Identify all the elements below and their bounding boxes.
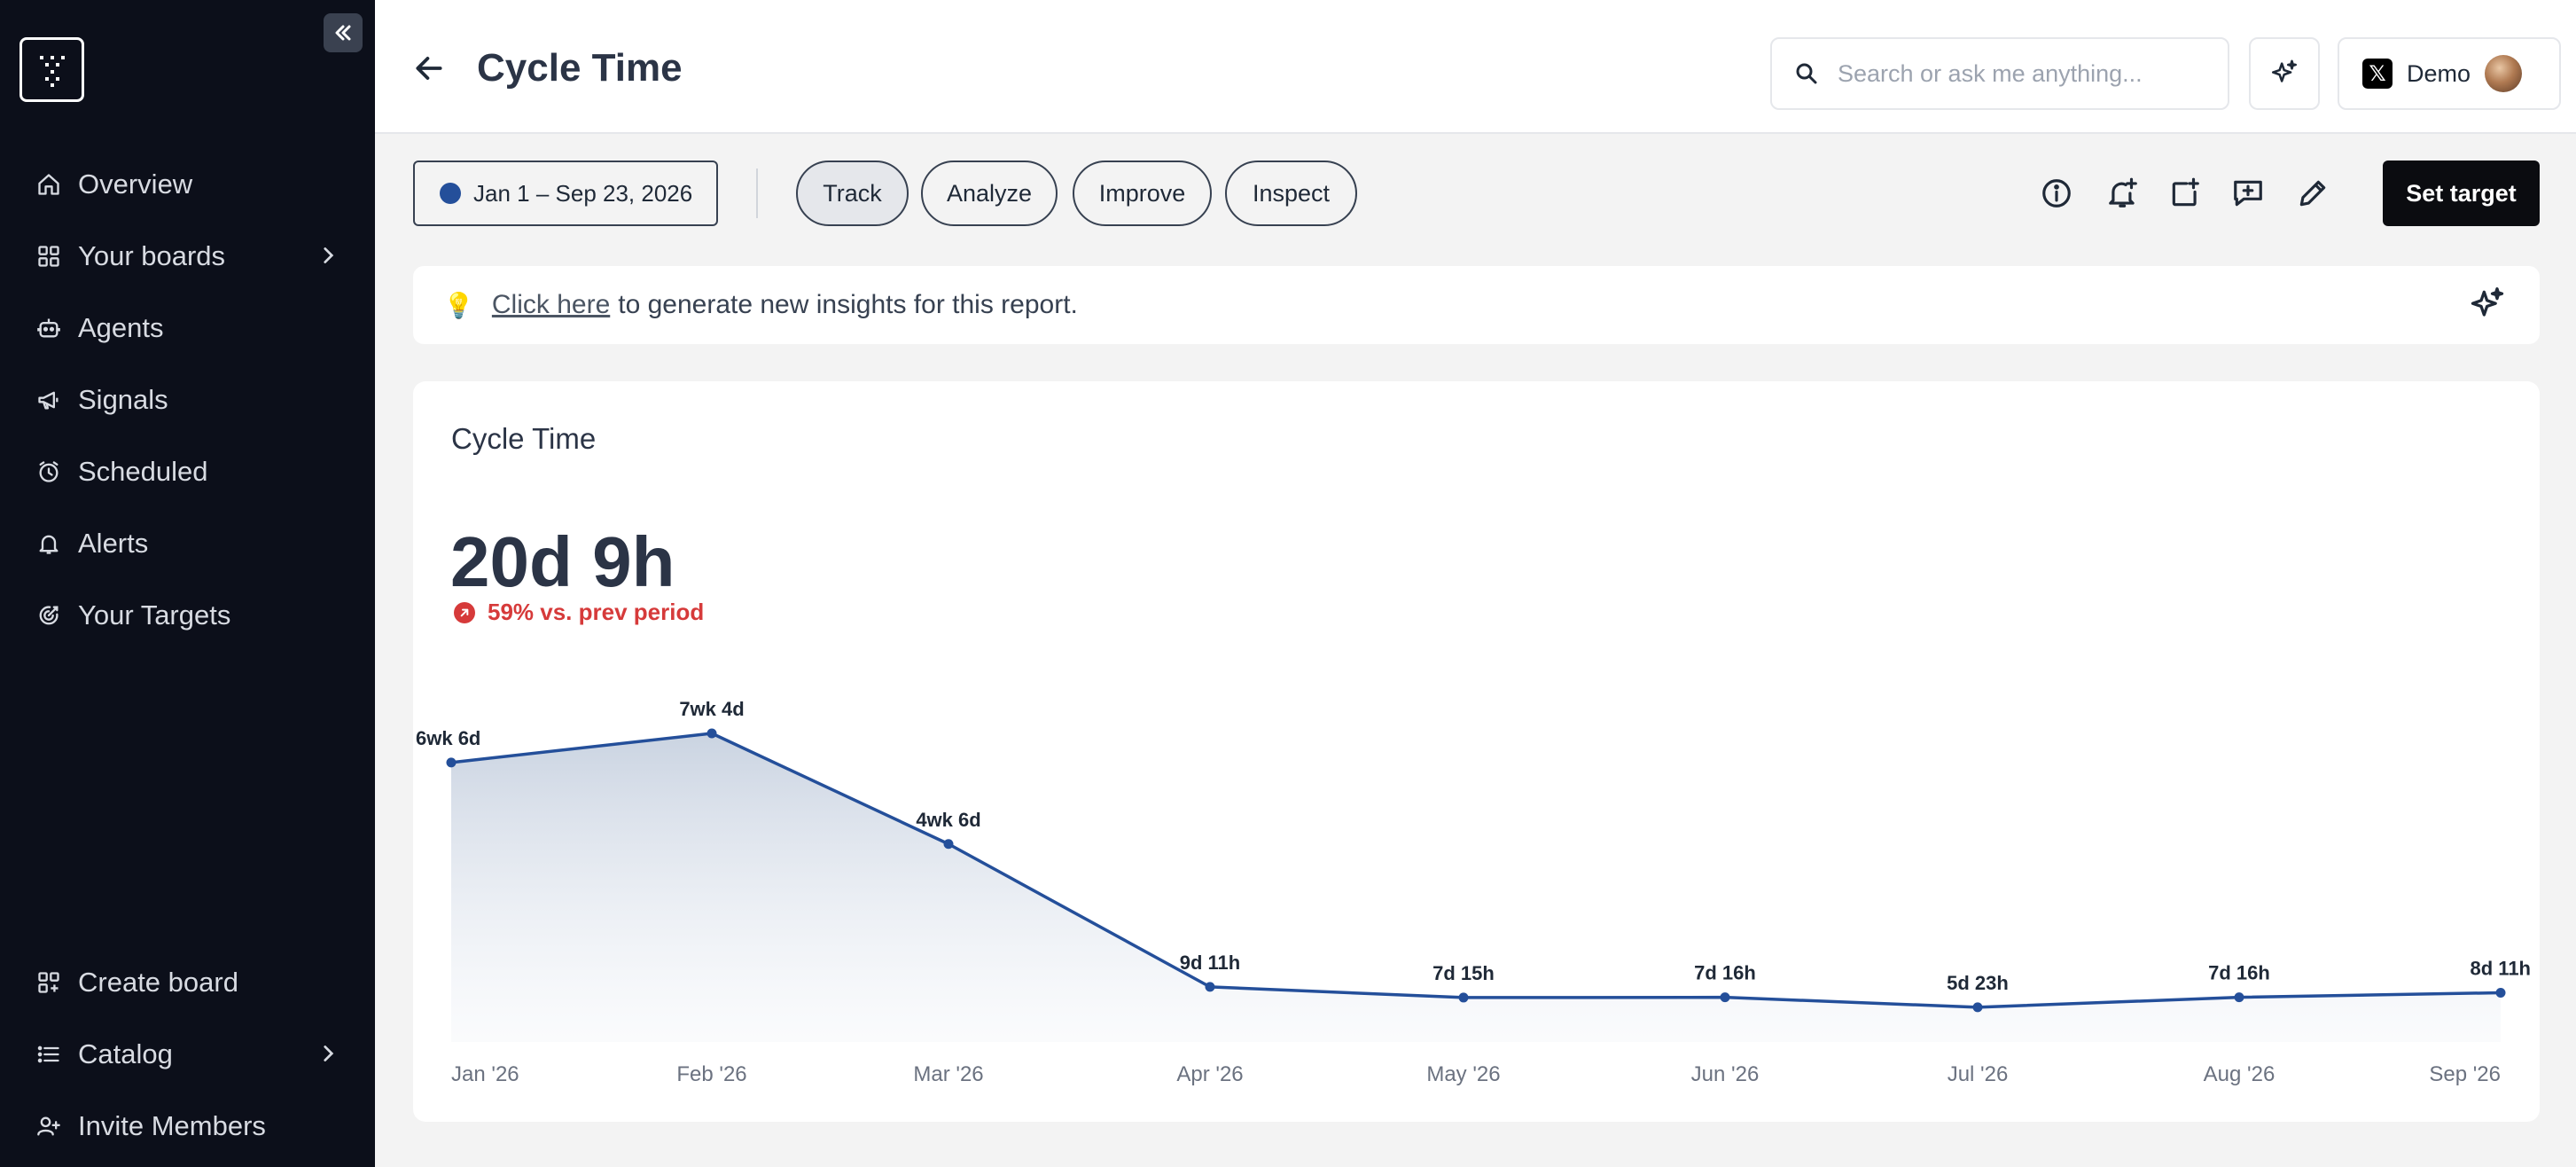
- alarm-clock-icon: [35, 458, 62, 485]
- sidebar-item-label: Scheduled: [78, 455, 208, 487]
- sidebar-item-label: Catalog: [78, 1038, 173, 1069]
- grid-icon: [35, 243, 62, 270]
- tab-inspect[interactable]: Inspect: [1225, 161, 1357, 226]
- chevron-right-icon[interactable]: [316, 244, 340, 267]
- add-comment-icon[interactable]: [2230, 176, 2266, 211]
- sidebar-item-your-boards[interactable]: Your boards: [0, 220, 375, 292]
- search-input[interactable]: [1838, 59, 2192, 88]
- avatar: [2485, 55, 2523, 92]
- sidebar-item-your-targets[interactable]: Your Targets: [0, 579, 375, 651]
- tab-track[interactable]: Track: [796, 161, 909, 226]
- sidebar-item-signals[interactable]: Signals: [0, 364, 375, 435]
- sidebar-item-catalog[interactable]: Catalog: [0, 1018, 375, 1090]
- date-range-picker[interactable]: Jan 1 – Sep 23, 2026: [413, 161, 718, 226]
- card-title: Cycle Time: [451, 422, 597, 455]
- app-logo[interactable]: [20, 37, 84, 102]
- search-box[interactable]: [1770, 37, 2229, 110]
- robot-icon: [35, 315, 62, 341]
- megaphone-icon: [35, 387, 62, 413]
- ai-assistant-button[interactable]: [2249, 37, 2320, 110]
- tab-improve[interactable]: Improve: [1073, 161, 1212, 226]
- bell-icon: [35, 530, 62, 557]
- back-arrow-icon[interactable]: [412, 51, 446, 85]
- double-chevron-left-icon: [335, 25, 351, 41]
- generate-insights-link[interactable]: Click here: [491, 290, 611, 319]
- insights-banner: 💡 Click here to generate new insights fo…: [413, 266, 2540, 344]
- account-menu-button[interactable]: 𝕏 Demo: [2338, 37, 2561, 110]
- add-to-board-icon[interactable]: [2167, 176, 2203, 211]
- trend-up-icon: [454, 601, 475, 623]
- chevron-right-icon[interactable]: [316, 1042, 340, 1065]
- set-target-button[interactable]: Set target: [2383, 161, 2540, 226]
- sidebar-item-label: Your boards: [78, 239, 226, 271]
- sidebar-nav: Overview Your boards Agents Signals Sche…: [0, 148, 375, 651]
- sidebar-item-overview[interactable]: Overview: [0, 148, 375, 220]
- insights-text: to generate new insights for this report…: [618, 290, 1078, 319]
- page-header: Cycle Time 𝕏 Demo: [375, 0, 2576, 134]
- target-icon: [35, 602, 62, 629]
- sidebar-item-label: Overview: [78, 168, 193, 200]
- home-icon: [35, 171, 62, 198]
- sidebar-item-label: Invite Members: [78, 1109, 266, 1141]
- date-range-dot: [440, 183, 461, 204]
- info-icon[interactable]: [2039, 176, 2074, 211]
- metric-value: 20d 9h: [450, 522, 675, 601]
- tab-analyze[interactable]: Analyze: [921, 161, 1058, 226]
- sidebar-item-invite-members[interactable]: Invite Members: [0, 1090, 375, 1162]
- search-icon: [1796, 63, 1817, 84]
- sidebar-item-scheduled[interactable]: Scheduled: [0, 435, 375, 507]
- change-text: 59% vs. prev period: [488, 599, 705, 625]
- sidebar-item-label: Agents: [78, 311, 164, 343]
- list-icon: [35, 1041, 62, 1068]
- sidebar-item-label: Signals: [78, 383, 168, 415]
- sidebar-item-label: Alerts: [78, 527, 149, 559]
- toolbar-divider: [756, 168, 758, 218]
- account-name: Demo: [2407, 59, 2471, 87]
- x-logo-icon: 𝕏: [2362, 59, 2393, 89]
- sidebar: Overview Your boards Agents Signals Sche…: [0, 0, 375, 1167]
- sidebar-item-agents[interactable]: Agents: [0, 292, 375, 364]
- change-indicator: 59% vs. prev period: [454, 599, 704, 626]
- edit-pencil-icon[interactable]: [2295, 176, 2330, 211]
- sidebar-item-label: Your Targets: [78, 599, 231, 630]
- add-board-icon: [35, 969, 62, 996]
- sidebar-item-create-board[interactable]: Create board: [0, 946, 375, 1018]
- page-title: Cycle Time: [477, 46, 683, 90]
- add-user-icon: [35, 1113, 62, 1140]
- sidebar-bottom-nav: Create board Catalog Invite Members: [0, 946, 375, 1162]
- sidebar-item-label: Create board: [78, 966, 238, 998]
- sidebar-item-alerts[interactable]: Alerts: [0, 507, 375, 579]
- collapse-sidebar-button[interactable]: [324, 13, 363, 52]
- sparkles-icon[interactable]: [2468, 286, 2507, 325]
- cycle-time-card: Cycle Time 20d 9h 59% vs. prev period: [413, 381, 2540, 1122]
- sparkles-icon: [2271, 59, 2298, 82]
- lightbulb-icon: 💡: [443, 291, 474, 319]
- date-range-label: Jan 1 – Sep 23, 2026: [473, 179, 693, 207]
- logo-mark-icon: [39, 55, 65, 87]
- add-alert-icon[interactable]: [2105, 176, 2141, 211]
